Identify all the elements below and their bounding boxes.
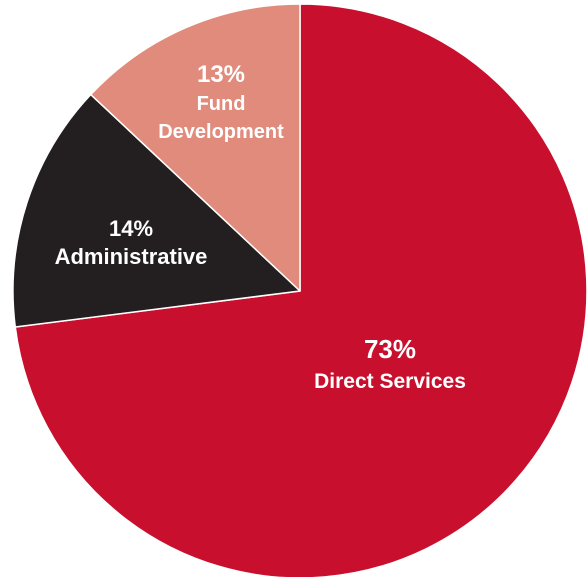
slices-layer [12,3,588,577]
labels-layer: 73% Direct Services 14% Administrative 13% Fu… [55,61,466,393]
slice-label-direct-services: 73% Direct Services [314,334,466,393]
slice-value-label: 13% [197,61,245,88]
slice-category-label: Direct Services [314,370,466,393]
slice-value-label: 14% [109,216,153,241]
slice-label-fund-development: 13% Fund Development [158,61,284,143]
pie-slice-fund-development [90,3,301,292]
slice-category-label: Fund [197,93,246,115]
slice-category-label: Development [158,121,284,143]
pie-slice-direct-services [14,3,588,577]
slice-value-label: 73% [364,334,416,364]
slice-category-label: Administrative [55,244,208,269]
pie-slice-administrative [12,93,301,328]
slice-label-administrative: 14% Administrative [55,216,208,269]
